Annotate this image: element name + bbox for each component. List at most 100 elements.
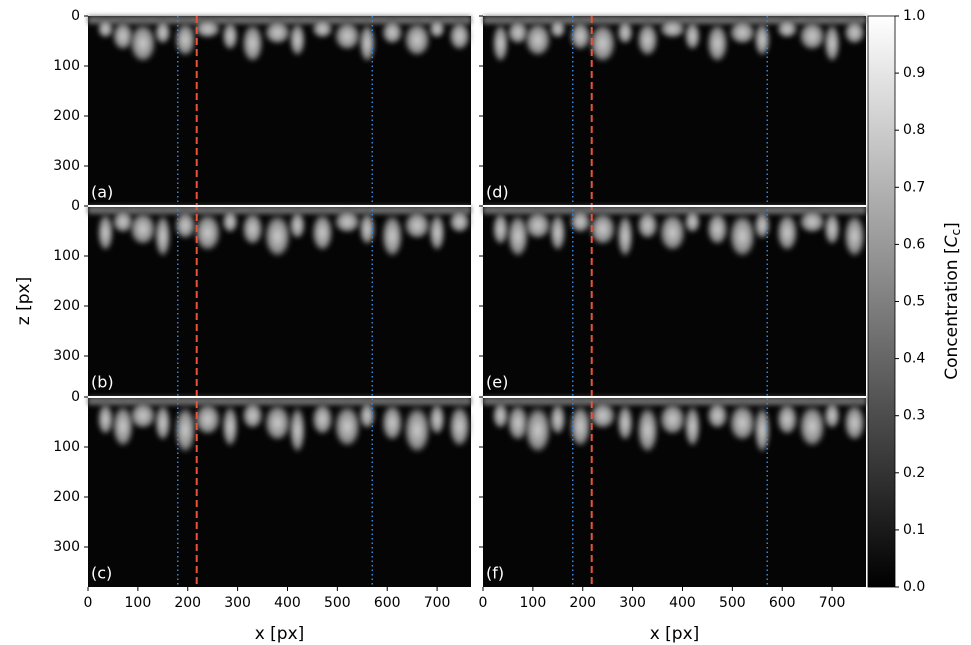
plume — [491, 16, 510, 62]
plume — [380, 397, 405, 441]
x-tick-label: 700 — [424, 595, 451, 611]
plumes — [483, 206, 867, 257]
plume — [380, 206, 405, 257]
colorbar-tick-label: 0.5 — [903, 294, 925, 310]
plume — [221, 206, 240, 233]
colorbar-label-part: c — [949, 229, 963, 236]
plume — [192, 15, 223, 38]
x-tick-label: 0 — [84, 595, 93, 611]
plume — [797, 16, 828, 50]
colorbar-tick-label: 0.2 — [903, 465, 925, 481]
y-tick-label: 0 — [71, 198, 80, 214]
plume — [240, 16, 265, 62]
plume — [587, 206, 618, 245]
plumes — [88, 206, 472, 257]
plume — [262, 206, 293, 257]
y-tick-label: 100 — [53, 439, 80, 455]
y-axis-label: z [px] — [14, 277, 34, 325]
plume — [358, 397, 377, 429]
plume — [548, 397, 567, 435]
plume — [310, 206, 335, 251]
x-tick-label: 600 — [769, 595, 796, 611]
plumes — [483, 397, 867, 453]
plume — [380, 15, 405, 44]
plume — [705, 206, 730, 245]
colorbar-tick-label: 0.8 — [903, 122, 925, 138]
plume — [727, 206, 758, 257]
panel-label: (c) — [91, 564, 112, 583]
plume — [96, 206, 115, 251]
plume — [657, 206, 688, 251]
plume — [447, 397, 472, 447]
plume — [727, 397, 758, 441]
y-tick-label: 100 — [53, 58, 80, 74]
plume — [797, 206, 828, 233]
y-tick-label: 200 — [53, 108, 80, 124]
plume — [797, 397, 828, 447]
plume — [705, 397, 730, 429]
plume — [568, 397, 593, 447]
x-tick-label: 400 — [669, 595, 696, 611]
colorbar-tick-label: 0.4 — [903, 351, 925, 367]
plume — [683, 206, 702, 233]
plume — [727, 15, 758, 44]
plume — [753, 397, 772, 453]
plume — [332, 397, 363, 447]
plume — [358, 206, 377, 245]
plume — [522, 16, 553, 56]
y-tick-label: 200 — [53, 489, 80, 505]
plume — [173, 16, 198, 56]
plume — [332, 16, 363, 50]
plumes — [88, 397, 472, 453]
plume — [616, 397, 635, 441]
plume — [775, 397, 800, 435]
colorbar-tick-label: 0.1 — [903, 522, 925, 538]
plume — [240, 397, 265, 429]
plume — [753, 16, 772, 56]
x-axis-label: x [px] — [255, 624, 305, 644]
plume — [96, 397, 115, 435]
x-tick-label: 100 — [125, 595, 152, 611]
plume — [288, 397, 307, 453]
plume — [402, 16, 433, 56]
plume — [683, 397, 702, 447]
plume — [522, 206, 553, 239]
plume — [127, 16, 158, 62]
colorbar-label-part: ] — [942, 222, 962, 229]
plume — [842, 397, 867, 441]
plume — [568, 206, 593, 233]
plume — [402, 397, 433, 453]
x-tick-label: 300 — [619, 595, 646, 611]
colorbar-tick-label: 0.6 — [903, 236, 925, 252]
panel-label: (a) — [91, 183, 113, 202]
plume — [683, 16, 702, 50]
x-axis-label: x [px] — [650, 624, 700, 644]
x-tick-label: 200 — [569, 595, 596, 611]
colorbar-tick-label: 1.0 — [903, 8, 925, 24]
plume — [842, 206, 867, 257]
panel-label: (f) — [486, 564, 504, 583]
plume — [491, 206, 510, 245]
plume — [173, 397, 198, 453]
panel-label: (e) — [486, 373, 508, 392]
plumes — [483, 15, 867, 62]
plume — [332, 206, 363, 233]
plumes — [88, 15, 472, 62]
plume — [447, 16, 472, 50]
panel-label: (d) — [486, 183, 509, 202]
plume — [96, 15, 115, 38]
colorbar-label-part: C — [942, 235, 962, 247]
y-tick-label: 200 — [53, 298, 80, 314]
plume — [616, 206, 635, 257]
plume — [548, 206, 567, 251]
plume — [705, 16, 730, 62]
plume — [240, 206, 265, 245]
plume — [288, 206, 307, 239]
plume — [310, 15, 335, 38]
y-tick-label: 0 — [71, 389, 80, 405]
plume — [127, 397, 158, 429]
plume — [842, 15, 867, 44]
x-tick-label: 600 — [374, 595, 401, 611]
plume — [192, 397, 223, 435]
